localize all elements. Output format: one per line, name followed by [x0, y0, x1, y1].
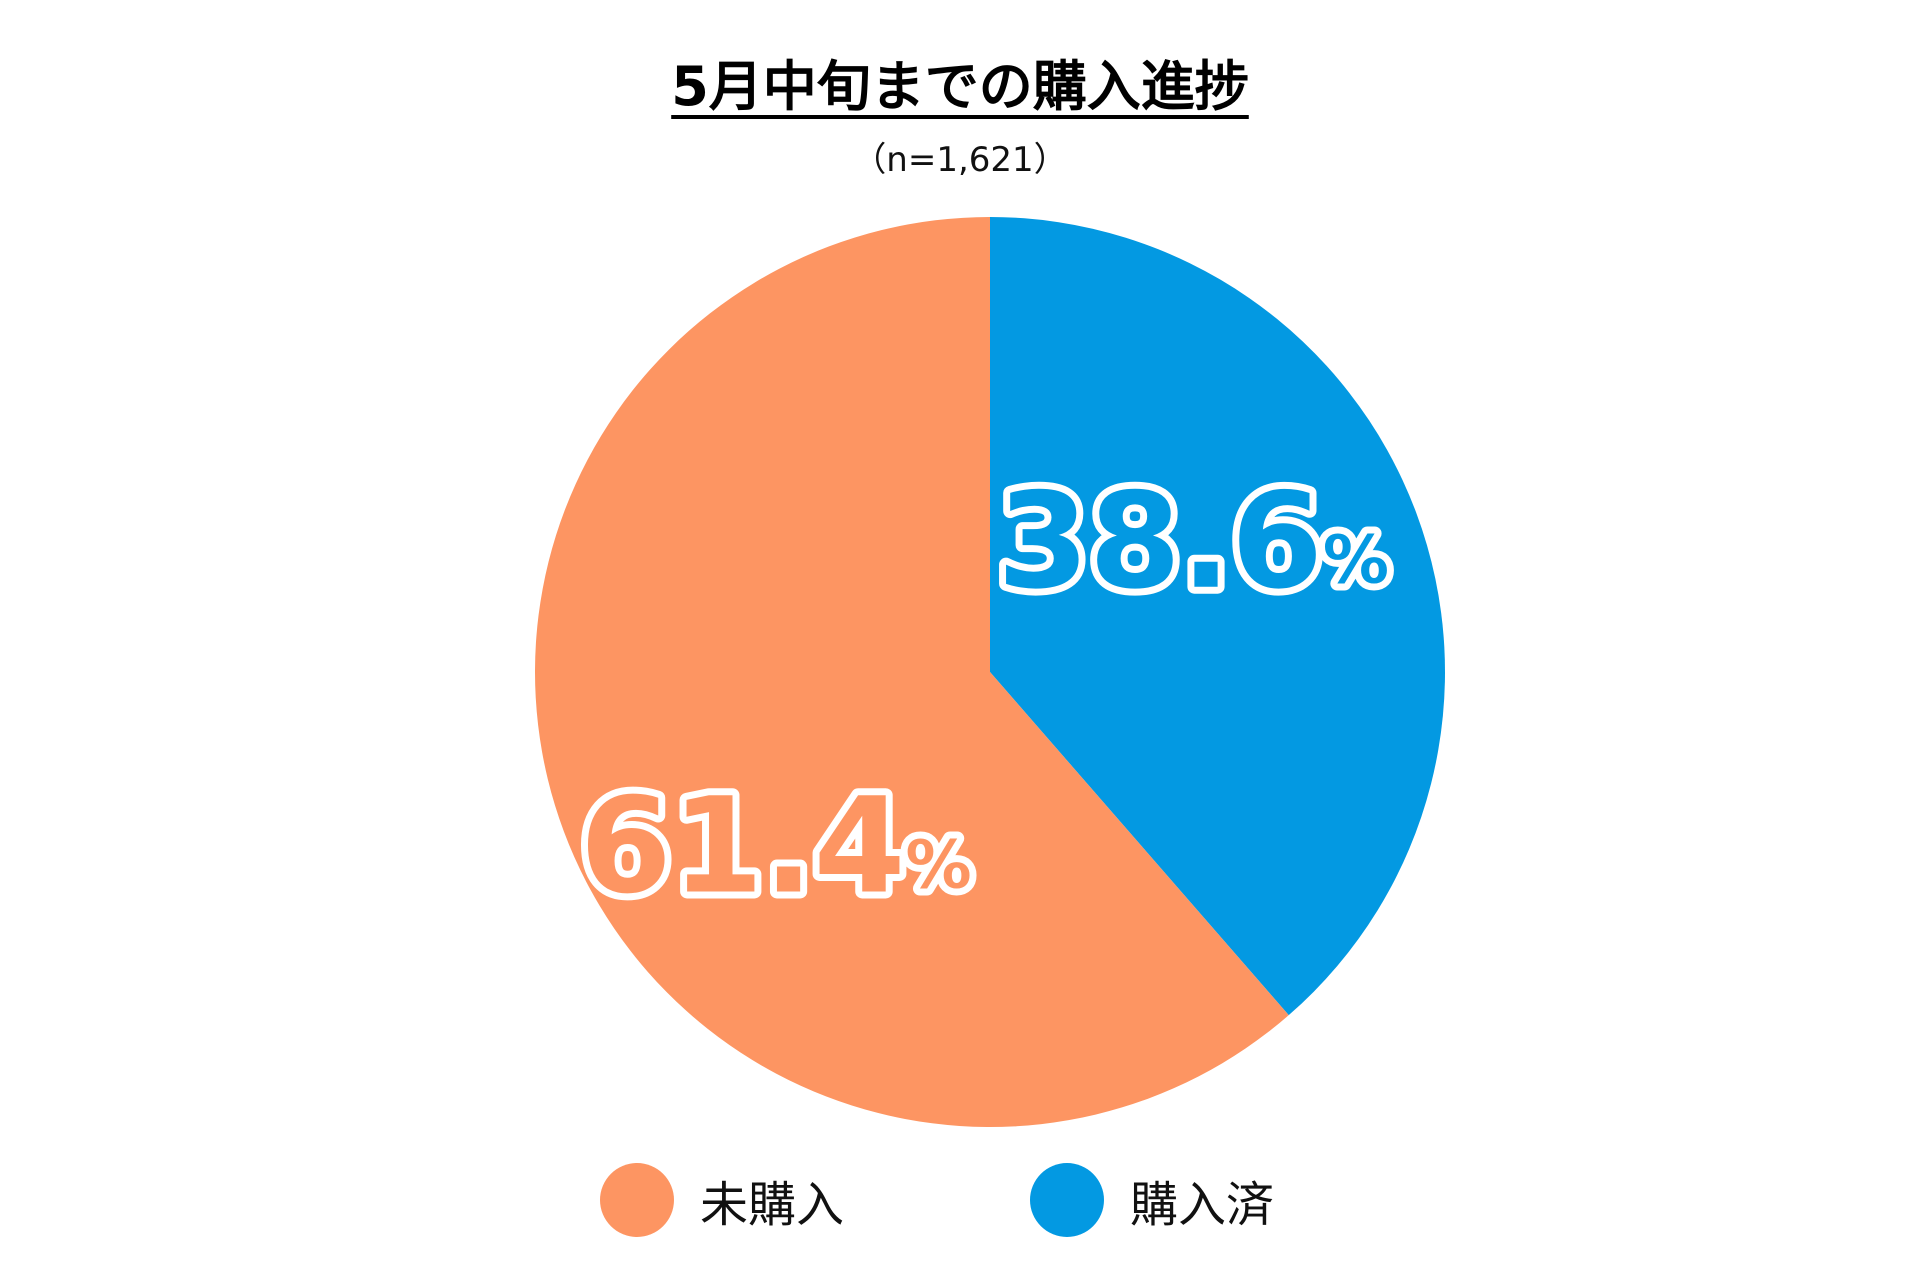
slice-value-0: 38.6 — [997, 465, 1323, 619]
pie-slice-1 — [534, 217, 1289, 1127]
legend-label-kounyuzumi: 購入済 — [1130, 1177, 1275, 1233]
chart-title-text: 5月中旬までの購入進捗 — [671, 55, 1249, 118]
legend-swatch-kounyuzumi — [1030, 1163, 1104, 1237]
legend-item-mikounyu: 未購入 — [600, 1160, 844, 1240]
legend: 未購入 購入済 — [0, 1160, 1920, 1240]
chart-title: 5月中旬までの購入進捗 — [0, 52, 1920, 122]
legend-swatch-mikounyu — [600, 1163, 674, 1237]
slice-unit-0: % — [1323, 522, 1389, 599]
legend-label-mikounyu: 未購入 — [700, 1177, 845, 1233]
slice-unit-1: % — [905, 827, 971, 904]
legend-item-kounyuzumi: 購入済 — [1030, 1160, 1274, 1240]
slice-label-0: 38.6% — [997, 465, 1389, 619]
pie-slice-0 — [990, 217, 1445, 1016]
chart-subtitle: （n=1,621） — [852, 140, 1068, 180]
slice-label-1: 61.4% — [580, 770, 972, 924]
slice-value-1: 61.4 — [580, 770, 906, 924]
